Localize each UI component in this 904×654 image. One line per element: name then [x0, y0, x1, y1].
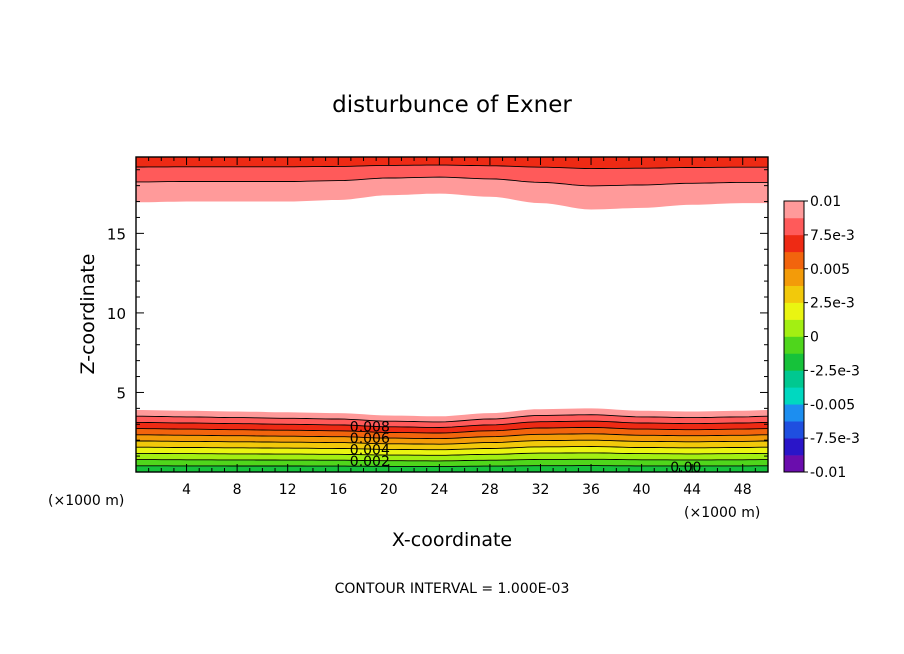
contour-band: [136, 165, 768, 186]
contour-line: [136, 439, 768, 445]
y-axis-label: Z-coordinate: [77, 254, 99, 375]
colorbar: [783, 200, 808, 473]
colorbar-swatch: [784, 438, 804, 456]
x-unit-left: (×1000 m): [48, 493, 124, 509]
colorbar-swatch: [784, 285, 804, 303]
x-axis-label: X-coordinate: [392, 529, 512, 551]
colorbar-swatch: [784, 251, 804, 270]
y-tick-label: 15: [107, 225, 126, 243]
contour-lines: [136, 164, 769, 467]
contour-label: 0.006: [350, 431, 390, 447]
chart-title: disturbunce of Exner: [332, 92, 572, 118]
contour-line: [136, 427, 769, 434]
colorbar-label: -2.5e-3: [810, 363, 860, 379]
colorbar-label: -0.005: [810, 397, 855, 413]
x-tick-label: 32: [532, 482, 550, 498]
colorbar-swatch: [784, 455, 804, 473]
colorbar-label: 0: [810, 330, 819, 346]
colorbar-swatch: [784, 302, 804, 320]
colorbar-label: -7.5e-3: [810, 431, 860, 447]
contour-fills: [136, 157, 768, 472]
colorbar-label: 7.5e-3: [810, 228, 855, 244]
x-tick-label: 16: [329, 482, 347, 498]
x-tick-label: 8: [233, 482, 242, 498]
x-tick-label: 4: [182, 482, 191, 498]
colorbar-label: 2.5e-3: [810, 296, 855, 312]
contour-line: [136, 446, 768, 451]
contour-band: [136, 408, 768, 422]
x-tick-label: 24: [430, 482, 448, 498]
contour-line: [136, 433, 768, 440]
contour-label: 0.00: [670, 460, 701, 476]
colorbar-swatch: [784, 353, 804, 371]
x-tick-label: 28: [481, 482, 499, 498]
contour-line: [136, 458, 768, 462]
contour-band: [136, 157, 768, 169]
colorbar-swatch: [784, 336, 804, 354]
contour-line: [136, 176, 768, 187]
x-tick-labels: 4 8 12 16 20 24 28 32 36 40 44 48: [182, 482, 752, 498]
colorbar-swatch: [784, 234, 804, 253]
contour-label: 0.008: [350, 420, 390, 436]
colorbar-label: -0.01: [810, 465, 846, 481]
x-tick-label: 12: [279, 482, 297, 498]
contour-label: 0.002: [350, 454, 390, 470]
colorbar-swatch: [784, 217, 804, 236]
colorbar-swatch: [784, 319, 804, 337]
x-tick-label: 20: [380, 482, 398, 498]
y-tick-label: 5: [116, 384, 126, 402]
x-tick-label: 44: [683, 482, 701, 498]
x-unit-right: (×1000 m): [684, 505, 760, 521]
colorbar-swatch: [784, 370, 804, 388]
contour-interval-note: CONTOUR INTERVAL = 1.000E-03: [335, 581, 570, 597]
y-tick-labels: 5 10 15: [107, 225, 126, 402]
contour-line: [136, 414, 769, 423]
x-tick-label: 36: [582, 482, 600, 498]
colorbar-swatch: [784, 404, 804, 422]
contour-line: [136, 452, 768, 456]
x-tick-label: 40: [633, 482, 651, 498]
contour-line: [136, 420, 769, 428]
colorbar-swatch: [784, 201, 804, 219]
colorbar-swatch: [784, 268, 804, 286]
axis-ticks: [136, 157, 768, 472]
x-tick-label: 48: [734, 482, 752, 498]
y-tick-label: 10: [107, 305, 126, 323]
contour-band: [136, 459, 768, 467]
contour-line: [136, 465, 768, 467]
colorbar-label: 0.005: [810, 262, 850, 278]
contour-band: [136, 177, 768, 210]
contour-label: 0.004: [350, 443, 390, 459]
colorbar-swatch: [784, 421, 804, 439]
colorbar-swatch: [784, 387, 804, 405]
contour-line: [136, 164, 768, 170]
colorbar-label: 0.01: [810, 194, 841, 210]
contour-band: [136, 452, 768, 461]
colorbar-labels: 0.01 7.5e-3 0.005 2.5e-3 0 -2.5e-3 -0.005 -7.5e…: [810, 194, 860, 481]
